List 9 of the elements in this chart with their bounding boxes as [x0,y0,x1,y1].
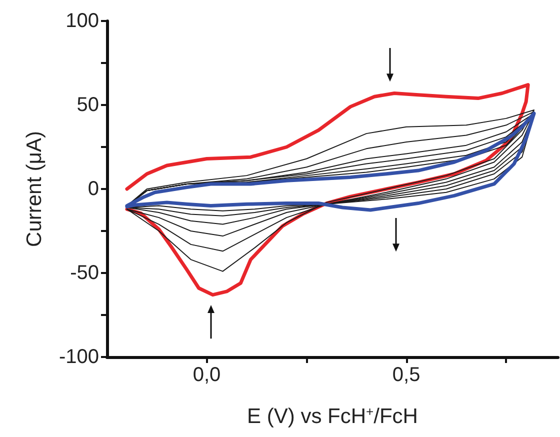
y-tick-label: 0 [88,178,99,200]
y-axis-title: Current (μA) [23,131,46,247]
y-tick-label: 100 [66,10,99,32]
x-axis-title: E (V) vs FcH+/FcH [247,404,418,428]
y-tick-label: -50 [70,262,99,284]
y-tick-label: 50 [76,94,99,116]
x-tick-label: 0,0 [192,364,221,386]
x-tick-label: 0,5 [392,364,420,386]
y-tick-label: -100 [58,346,99,368]
